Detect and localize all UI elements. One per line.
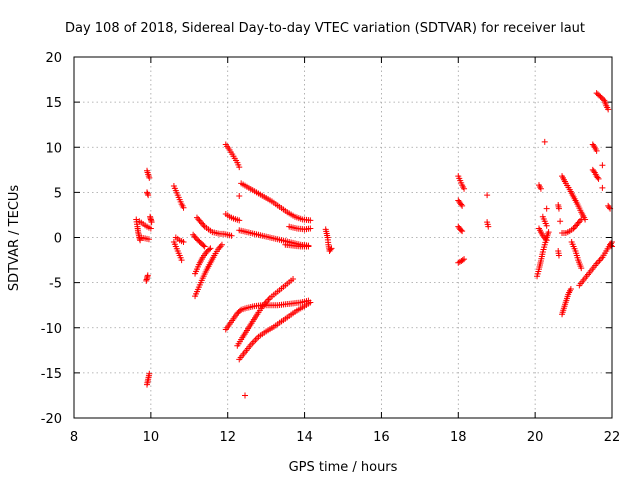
data-point <box>606 204 613 211</box>
data-point <box>265 296 272 303</box>
data-point <box>148 219 155 226</box>
data-point <box>599 184 606 191</box>
chart-title: Day 108 of 2018, Sidereal Day-to-day VTE… <box>65 21 585 36</box>
data-point <box>201 243 208 250</box>
data-point <box>458 201 465 208</box>
data-point <box>144 190 151 197</box>
data-point <box>543 222 550 229</box>
data-point <box>147 225 154 232</box>
data-point <box>206 246 213 253</box>
data-point <box>236 164 243 171</box>
data-point <box>597 255 604 262</box>
x-tick-label: 18 <box>450 430 467 445</box>
plot-frame <box>73 56 613 419</box>
y-tick-label: 5 <box>54 186 62 201</box>
data-point <box>484 192 491 199</box>
data-point <box>605 106 612 113</box>
data-point <box>600 96 607 103</box>
data-point <box>236 192 243 199</box>
data-point <box>578 216 585 223</box>
data-point <box>555 205 562 212</box>
data-point <box>207 245 214 252</box>
data-point <box>458 227 465 234</box>
data-point <box>543 237 550 244</box>
data-point <box>236 307 243 314</box>
data-point <box>307 299 314 306</box>
data-points <box>133 90 615 399</box>
data-point <box>595 175 602 182</box>
y-tick-label: 0 <box>54 232 62 247</box>
data-point <box>236 217 243 224</box>
data-point <box>593 147 600 154</box>
data-point <box>228 232 235 239</box>
x-tick-labels: 8 10 12 14 16 18 20 22 <box>70 430 620 445</box>
data-point <box>596 257 603 264</box>
y-axis-label: SDTVAR / TECUs <box>7 185 22 292</box>
x-axis-label: GPS time / hours <box>289 460 398 475</box>
data-point <box>459 228 466 235</box>
data-point <box>557 218 564 225</box>
data-point <box>144 189 151 196</box>
data-point <box>595 259 602 266</box>
data-point <box>178 257 185 264</box>
data-point <box>590 168 597 175</box>
x-tick-label: 10 <box>143 430 160 445</box>
data-point <box>537 185 544 192</box>
data-point <box>543 205 550 212</box>
data-point <box>461 256 468 263</box>
data-point <box>242 392 249 399</box>
x-tick-label: 8 <box>70 430 78 445</box>
x-tick-label: 14 <box>296 430 313 445</box>
data-point <box>485 223 492 230</box>
x-tick-label: 16 <box>373 430 390 445</box>
axis-ticks <box>73 56 613 419</box>
data-point <box>180 204 187 211</box>
x-tick-label: 22 <box>604 430 621 445</box>
data-point <box>327 246 334 253</box>
x-tick-label: 20 <box>527 430 544 445</box>
data-point <box>461 185 468 192</box>
data-point <box>459 257 466 264</box>
data-point <box>145 236 152 243</box>
data-point <box>146 174 153 181</box>
data-point <box>200 242 207 249</box>
data-point <box>594 174 601 181</box>
y-tick-label: -10 <box>41 322 62 337</box>
x-tick-label: 12 <box>219 430 236 445</box>
grid <box>74 57 612 418</box>
data-point <box>264 298 271 305</box>
data-point <box>144 272 151 279</box>
y-tick-label: 10 <box>45 141 62 156</box>
data-point <box>599 162 606 169</box>
data-point <box>578 265 585 272</box>
y-tick-label: -20 <box>41 412 62 427</box>
data-point <box>307 225 314 232</box>
data-point <box>590 142 597 149</box>
data-point <box>180 239 187 246</box>
data-point <box>555 252 562 259</box>
data-point <box>541 138 548 145</box>
data-point <box>545 229 552 236</box>
data-point <box>567 285 574 292</box>
data-point <box>137 237 144 244</box>
data-point <box>218 241 225 248</box>
y-tick-label: -15 <box>41 367 62 382</box>
y-tick-label: 15 <box>45 96 62 111</box>
data-point <box>328 245 335 252</box>
data-point <box>459 202 466 209</box>
data-point <box>608 242 615 249</box>
data-point <box>145 192 152 199</box>
data-point <box>305 243 312 250</box>
data-point <box>307 217 314 224</box>
data-point <box>290 276 297 283</box>
y-tick-label: -5 <box>49 277 62 292</box>
y-tick-labels: -20 -15 -10 -5 0 5 10 15 20 <box>41 51 62 427</box>
y-tick-label: 20 <box>45 51 62 66</box>
data-point <box>146 370 153 377</box>
